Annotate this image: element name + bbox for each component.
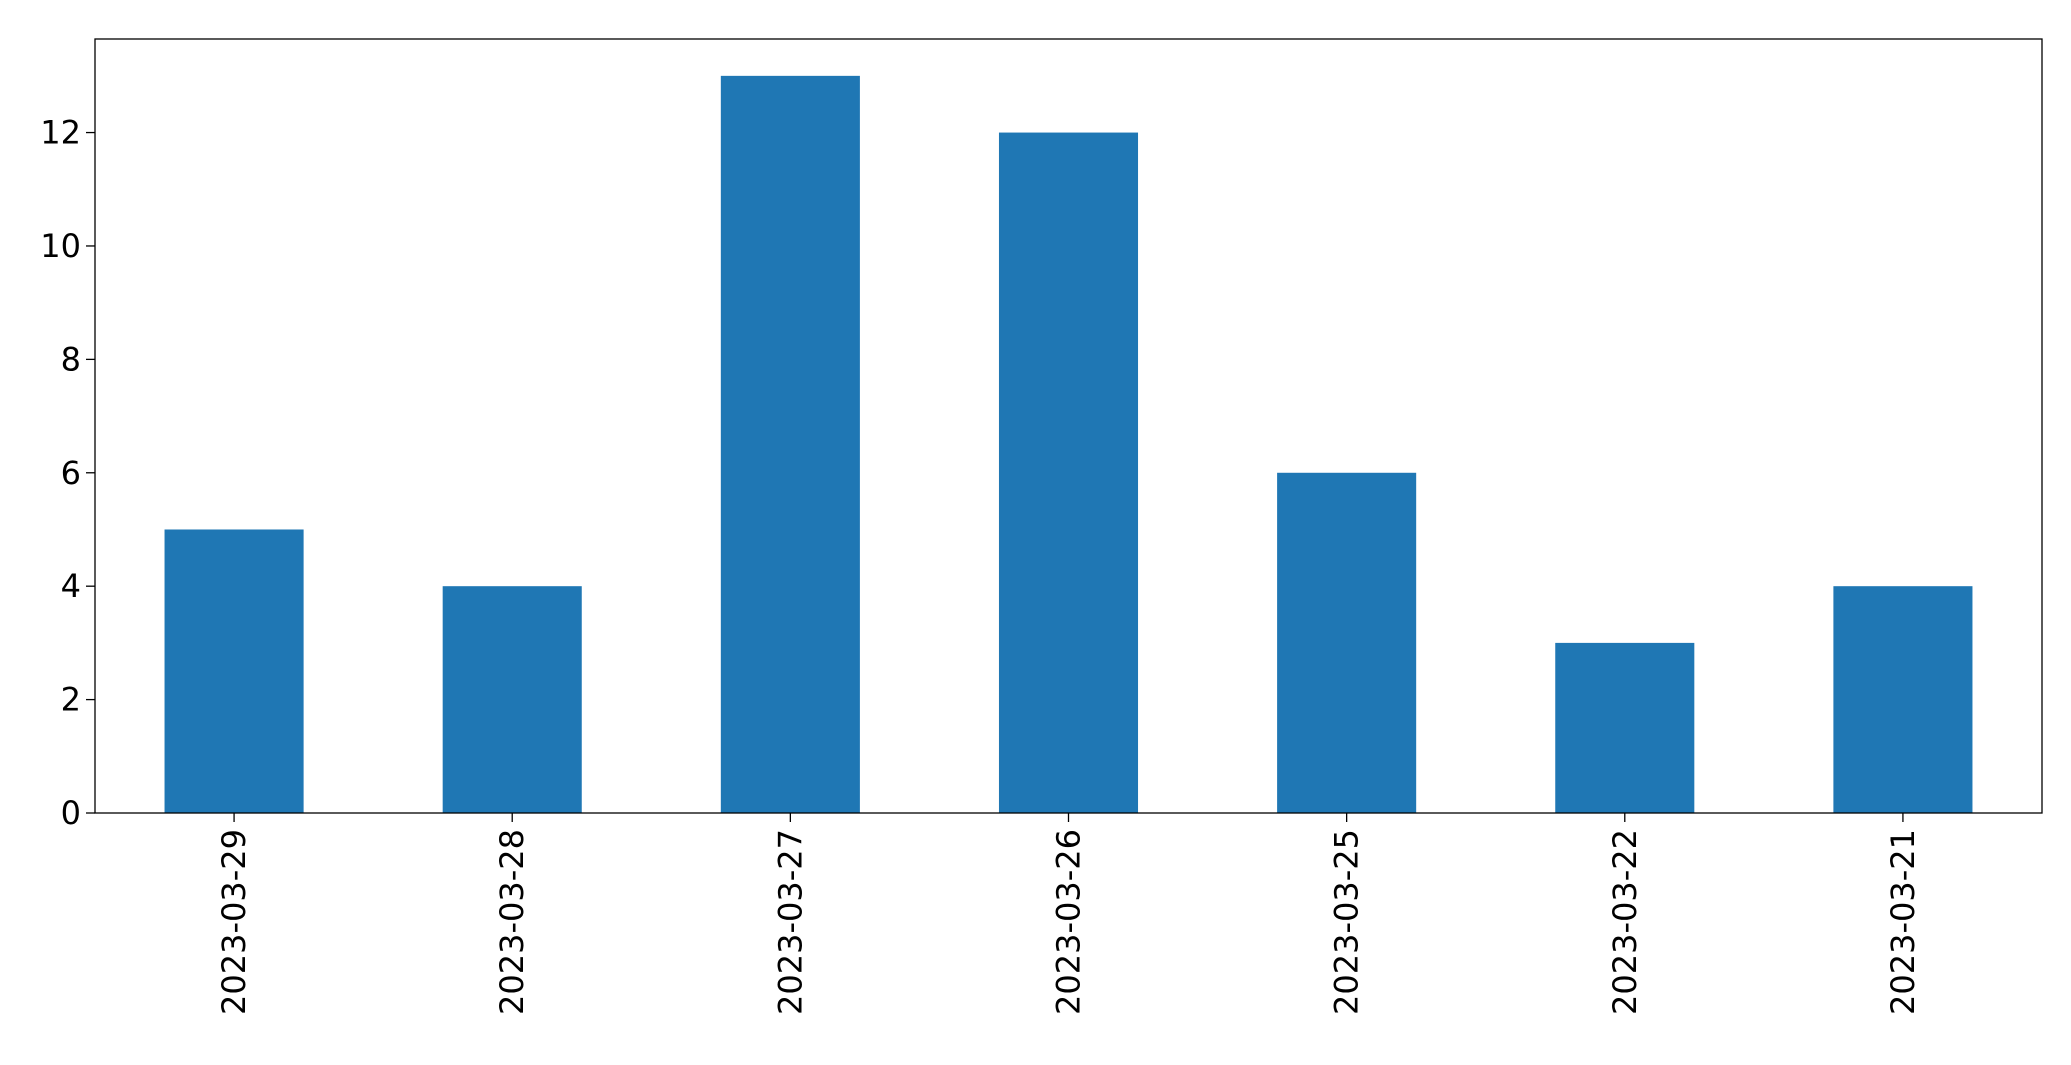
bar-2023-03-26 [998, 132, 1139, 814]
x-tick-label: 2023-03-27 [771, 829, 809, 1015]
x-tick-label: 2023-03-26 [1050, 829, 1088, 1015]
y-tick-label: 8 [61, 340, 81, 378]
x-axis: 2023-03-29 2023-03-28 2023-03-27 2023-03-26… [215, 813, 1922, 1015]
x-tick-label: 2023-03-28 [493, 829, 531, 1015]
y-tick-label: 10 [40, 227, 81, 265]
x-tick-label: 2023-03-21 [1884, 829, 1922, 1015]
bar-2023-03-28 [442, 586, 582, 813]
bar-2023-03-29 [164, 529, 304, 813]
y-tick-label: 0 [61, 794, 81, 832]
bar-2023-03-25 [1277, 472, 1417, 813]
bar-2023-03-27 [720, 75, 860, 814]
plot-frame [94, 38, 2043, 814]
bar-2023-03-22 [1555, 642, 1695, 813]
x-tick-label: 2023-03-29 [215, 829, 253, 1015]
y-tick-label: 6 [61, 454, 81, 492]
x-tick-label: 2023-03-22 [1606, 829, 1644, 1015]
bars-layer [164, 75, 1973, 814]
bar-2023-03-21 [1833, 586, 1973, 813]
y-tick-label: 4 [61, 567, 81, 605]
y-tick-label: 12 [40, 114, 81, 152]
y-axis: 0 2 4 6 8 10 12 [40, 114, 95, 832]
x-tick-label: 2023-03-25 [1328, 829, 1366, 1015]
y-tick-label: 2 [61, 681, 81, 719]
